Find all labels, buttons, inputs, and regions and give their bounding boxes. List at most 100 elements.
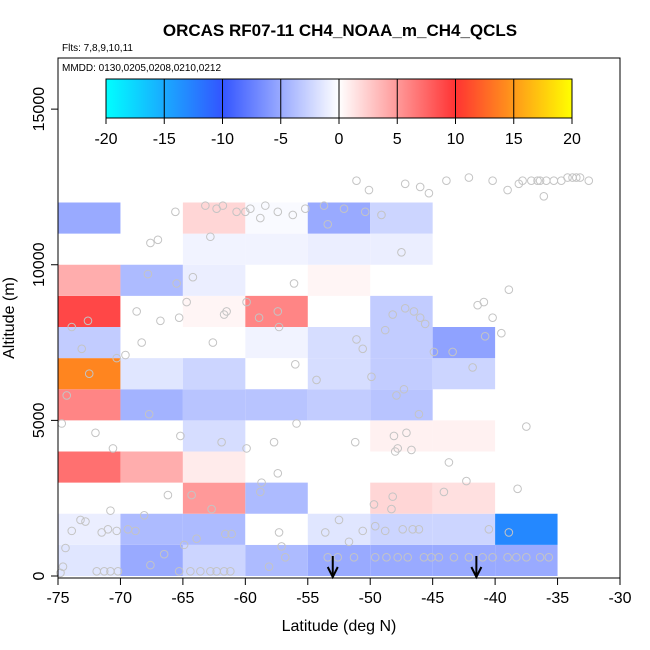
- x-tick-label: -65: [171, 590, 194, 607]
- heatmap-cell: [182, 482, 246, 514]
- observation-point: [504, 285, 514, 294]
- observation-point: [408, 525, 417, 534]
- observation-point: [274, 528, 284, 537]
- observation-point: [174, 313, 184, 322]
- observation-point: [241, 207, 250, 217]
- heatmap-cell: [307, 389, 371, 421]
- down-arrow-icon: [470, 556, 483, 580]
- heatmap-cell: [120, 513, 183, 545]
- observation-point: [512, 553, 521, 562]
- colorbar-tick-label: -15: [153, 131, 176, 148]
- observation-point: [273, 207, 283, 217]
- y-tick-label: 10000: [31, 242, 48, 287]
- observation-point: [442, 176, 451, 186]
- observation-point: [522, 553, 531, 562]
- observation-point: [257, 478, 266, 487]
- heatmap-cell: [182, 451, 246, 483]
- observation-point: [533, 176, 542, 186]
- observation-point: [380, 526, 390, 536]
- observation-point: [444, 458, 454, 467]
- y-tick-label: 0: [31, 571, 48, 580]
- observation-point: [300, 204, 310, 214]
- x-axis: -75 -70 -65 -60 -55 -50 -45 -40 -35 -30: [46, 577, 632, 607]
- colorbar-tick-label: -10: [211, 131, 234, 148]
- heatmap-cell: [245, 233, 308, 265]
- observation-point: [387, 504, 396, 514]
- heatmap-cell: [245, 327, 308, 359]
- observation-point: [414, 409, 424, 419]
- heatmap-cell: [432, 482, 496, 514]
- observation-point: [397, 248, 406, 257]
- heatmap-cell: [120, 264, 183, 296]
- colorbar-frame: [105, 78, 573, 119]
- observation-point: [264, 562, 274, 571]
- x-tick-label: -60: [234, 590, 257, 607]
- observation-point: [468, 363, 477, 372]
- observation-point: [429, 347, 439, 357]
- observation-point: [108, 444, 118, 453]
- heatmap-cell: [58, 513, 121, 545]
- observation-point: [179, 540, 189, 550]
- observation-point: [121, 350, 130, 360]
- observation-point: [339, 204, 349, 214]
- observation-point: [139, 511, 149, 520]
- y-axis: 0 5000 10000 15000: [31, 87, 59, 580]
- heatmap-cell: [58, 389, 121, 421]
- observation-point: [159, 549, 169, 559]
- observation-point: [61, 543, 70, 553]
- observation-point: [514, 179, 524, 189]
- observation-point: [424, 188, 434, 198]
- observation-point: [344, 537, 354, 547]
- heatmap-cell: [182, 264, 246, 296]
- observation-point: [206, 232, 215, 242]
- observation-point: [144, 409, 154, 419]
- colorbar-tick-label: 15: [505, 131, 523, 148]
- heatmap-cell: [307, 233, 371, 265]
- observation-point: [360, 207, 370, 217]
- observation-point: [323, 219, 333, 229]
- observation-point: [382, 553, 391, 562]
- observation-point: [415, 313, 425, 322]
- heatmap-cell: [307, 544, 371, 576]
- observation-point: [206, 567, 215, 576]
- observation-point: [407, 445, 416, 455]
- y-tick-label: 5000: [31, 402, 48, 438]
- observation-point: [103, 525, 113, 534]
- observation-point: [312, 375, 321, 385]
- colorbar-tick-label: -20: [94, 131, 117, 148]
- observation-point: [358, 344, 368, 354]
- x-tick-label: -50: [359, 590, 382, 607]
- observation-point: [400, 304, 410, 313]
- marker-arrows: [326, 556, 483, 580]
- heatmap-cell: [370, 327, 433, 359]
- observation-point: [208, 338, 218, 347]
- observation-point: [58, 562, 68, 571]
- observation-point: [439, 487, 449, 497]
- heatmap-cell: [307, 327, 371, 359]
- heatmap-cell: [245, 295, 308, 327]
- observation-point: [392, 391, 401, 400]
- colorbar-tick-label: 10: [447, 131, 465, 148]
- observation-point: [527, 176, 536, 186]
- observation-point: [131, 526, 140, 536]
- heatmap-cell: [245, 389, 308, 421]
- observation-point: [254, 313, 264, 322]
- observation-point: [219, 310, 229, 319]
- observation-point: [539, 191, 549, 201]
- x-tick-label: -75: [46, 590, 69, 607]
- heatmap-cell: [58, 451, 121, 483]
- observation-point: [399, 384, 409, 394]
- observation-point: [132, 307, 141, 316]
- observation-point: [269, 437, 279, 447]
- heatmap-cell: [307, 513, 371, 545]
- observation-point: [232, 207, 241, 217]
- observation-point: [479, 297, 489, 307]
- observation-point: [319, 201, 329, 210]
- heatmap-cell: [182, 513, 246, 545]
- observation-point: [207, 504, 216, 514]
- observation-point: [292, 419, 301, 428]
- observation-point: [400, 179, 410, 189]
- heatmap-cell: [307, 202, 371, 234]
- observation-point: [143, 269, 153, 279]
